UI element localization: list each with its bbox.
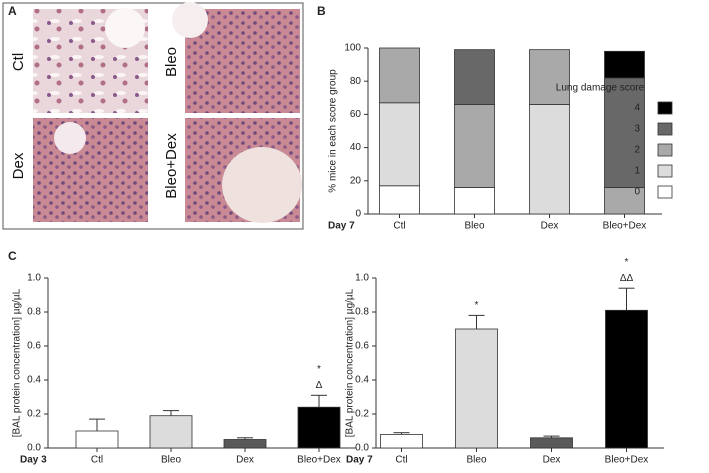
bar	[297, 406, 341, 449]
y-axis-label: % mice in each score group	[328, 69, 339, 193]
bar-segment	[604, 187, 645, 215]
x-tick-label: Bleo+Dex	[297, 455, 341, 466]
bar	[455, 328, 498, 449]
x-tick-label: Bleo	[466, 455, 486, 466]
y-tick-label: 0.2	[27, 409, 41, 420]
x-axis-label: Day 7	[346, 455, 373, 466]
legend-swatch	[657, 122, 673, 136]
legend-swatch	[657, 164, 673, 178]
bar	[380, 433, 423, 449]
x-tick-label: Bleo+Dex	[605, 455, 649, 466]
bar-segment	[379, 47, 420, 104]
y-tick-label: 0.0	[27, 443, 41, 454]
bar	[605, 309, 648, 449]
panel-label: B	[317, 4, 326, 18]
histology-detail	[105, 8, 145, 48]
histology-label: Bleo+Dex	[163, 133, 180, 199]
histology-detail	[172, 2, 208, 38]
legend-title: Lung damage score	[556, 83, 645, 94]
panel-label: C	[8, 249, 17, 263]
y-tick-label: 100	[344, 43, 361, 54]
histology-label: Bleo	[163, 47, 180, 77]
y-tick-label: 1.0	[355, 273, 369, 284]
annotation: ΔΔ	[620, 273, 634, 284]
x-tick-label: Dex	[541, 221, 559, 232]
x-tick-label: Bleo	[161, 455, 181, 466]
bar-segment	[529, 104, 570, 215]
x-tick-label: Bleo+Dex	[603, 221, 647, 232]
y-tick-label: 0	[355, 209, 361, 220]
x-tick-label: Ctl	[91, 455, 103, 466]
panel-label: A	[8, 4, 17, 18]
y-tick-label: 0.4	[355, 375, 369, 386]
y-tick-label: 1.0	[27, 273, 41, 284]
x-tick-label: Dex	[543, 455, 561, 466]
histology-detail	[222, 147, 302, 223]
legend-label: 2	[634, 145, 640, 156]
y-tick-label: 0.8	[27, 307, 41, 318]
bar-segment	[529, 49, 570, 105]
bar-segment	[454, 104, 495, 188]
legend-label: 4	[634, 103, 640, 114]
legend-swatch	[657, 143, 673, 157]
bar	[75, 430, 119, 449]
x-tick-label: Ctl	[395, 455, 407, 466]
legend-swatch	[657, 185, 673, 199]
bar-segment	[604, 50, 645, 79]
legend-label: 1	[634, 166, 640, 177]
legend-label: 3	[634, 124, 640, 135]
bar	[149, 415, 193, 449]
annotation: *	[625, 257, 629, 268]
annotation: Δ	[316, 380, 323, 391]
legend-label: 0	[634, 187, 640, 198]
histology-detail	[54, 122, 86, 154]
y-tick-label: 40	[350, 142, 362, 153]
y-tick-label: 0.8	[355, 307, 369, 318]
x-axis-label: Day 7	[328, 221, 355, 232]
bar-segment	[379, 102, 420, 187]
y-tick-label: 60	[350, 109, 362, 120]
x-tick-label: Dex	[236, 455, 254, 466]
histology-image	[33, 118, 148, 222]
histology-label: Ctl	[10, 53, 27, 71]
bar	[223, 439, 267, 449]
bar-segment	[454, 187, 495, 215]
histology-label: Dex	[10, 152, 27, 179]
bar-segment	[454, 49, 495, 105]
x-tick-label: Ctl	[393, 221, 405, 232]
x-axis-label: Day 3	[20, 455, 47, 466]
y-tick-label: 0.4	[27, 375, 41, 386]
annotation: *	[475, 300, 479, 311]
x-tick-label: Bleo	[464, 221, 484, 232]
y-axis-label: [BAL protein concentration] µg/µL	[345, 288, 356, 437]
y-tick-label: 0.0	[355, 443, 369, 454]
y-tick-label: 0.2	[355, 409, 369, 420]
annotation: *	[317, 364, 321, 375]
bar-segment	[379, 185, 420, 215]
y-tick-label: 0.6	[27, 341, 41, 352]
legend-swatch	[657, 101, 673, 115]
bar	[530, 437, 573, 449]
y-axis-label: [BAL protein concentration] µg/µL	[12, 288, 23, 437]
y-tick-label: 80	[350, 76, 362, 87]
y-tick-label: 20	[350, 175, 362, 186]
y-tick-label: 0.6	[355, 341, 369, 352]
